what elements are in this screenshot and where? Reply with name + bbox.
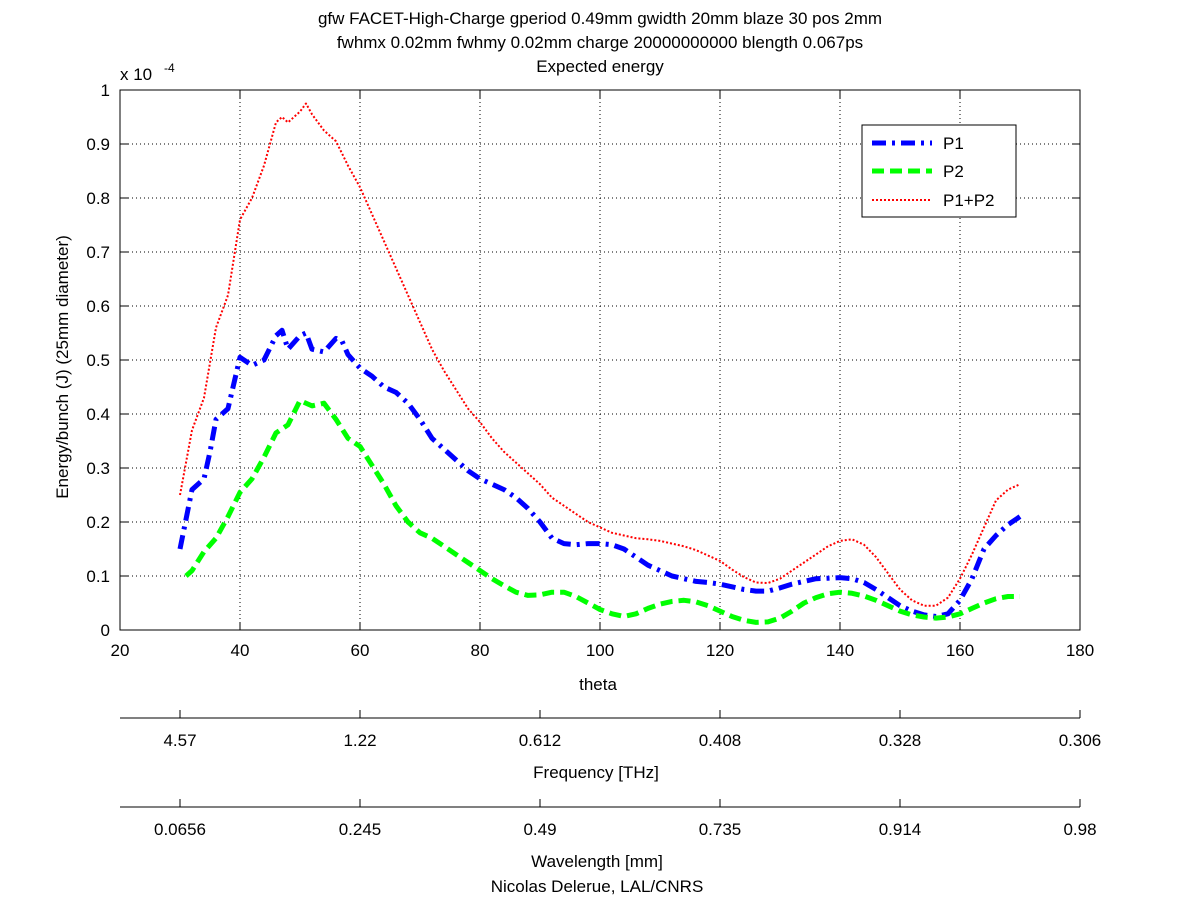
x-axis-label: theta [579,675,617,694]
y-axis-label: Energy/bunch (J) (25mm diameter) [53,235,72,499]
x-tick-label: 100 [586,641,614,660]
secondary-tick-label: 0.612 [519,731,562,750]
wavelength-axis: 0.0656 0.245 0.49 0.735 0.914 0.98 Wavelength… [120,799,1097,871]
series-line-p1-p2 [179,102,1021,607]
y-tick-label: 1 [101,81,110,100]
y-tick-label: 0.4 [86,405,110,424]
frequency-axis: 4.57 1.22 0.612 0.408 0.328 0.306 Frequency [… [120,710,1101,782]
x-tick-label: 160 [946,641,974,660]
footer-credit: Nicolas Delerue, LAL/CNRS [491,877,704,896]
x-tick-label: 40 [231,641,250,660]
secondary-tick-label: 0.328 [879,731,922,750]
title-line-2: fwhmx 0.02mm fwhmy 0.02mm charge 2000000… [337,33,863,52]
series-line-p2 [184,398,1020,625]
legend: P1 P2 P1+P2 [861,124,1017,218]
secondary-tick-label: 0.245 [339,820,382,839]
secondary-tick-label: 1.22 [343,731,376,750]
grid-lines [120,90,1080,630]
y-multiplier-text: x 10 [120,65,152,84]
frequency-axis-label: Frequency [THz] [533,763,659,782]
title-line-1: gfw FACET-High-Charge gperiod 0.49mm gwi… [318,9,882,28]
secondary-tick-label: 4.57 [163,731,196,750]
x-tick-label: 60 [351,641,370,660]
data-series [177,102,1022,625]
secondary-tick-label: 0.49 [523,820,556,839]
frequency-axis-ticks: 4.57 1.22 0.612 0.408 0.328 0.306 [163,710,1101,750]
legend-label-p1p2: P1+P2 [943,191,995,210]
y-multiplier-exponent: -4 [164,61,175,75]
legend-label-p2: P2 [943,162,964,181]
y-tick-label: 0.8 [86,189,110,208]
y-tick-label: 0.6 [86,297,110,316]
title-line-3: Expected energy [536,57,664,76]
y-tick-label: 0 [101,621,110,640]
series-line-p1 [177,327,1022,619]
x-tick-label: 80 [471,641,490,660]
y-tick-label: 0.9 [86,135,110,154]
x-tick-label: 140 [826,641,854,660]
x-tick-label: 120 [706,641,734,660]
y-tick-label: 0.7 [86,243,110,262]
y-axis-multiplier: x 10 -4 [120,61,175,84]
legend-label-p1: P1 [943,134,964,153]
axis-ticks: 20 40 60 80 100 120 140 160 180 0 0.1 0.2 0.3 0.4 0.5 0… [86,81,1094,660]
legend-box [861,124,1017,218]
secondary-tick-label: 0.0656 [154,820,206,839]
secondary-tick-label: 0.914 [879,820,922,839]
x-tick-label: 20 [111,641,130,660]
y-tick-label: 0.5 [86,351,110,370]
secondary-tick-label: 0.408 [699,731,742,750]
y-tick-label: 0.2 [86,513,110,532]
chart-title: gfw FACET-High-Charge gperiod 0.49mm gwi… [318,9,882,76]
y-tick-label: 0.1 [86,567,110,586]
secondary-tick-label: 0.306 [1059,731,1102,750]
secondary-tick-label: 0.735 [699,820,742,839]
wavelength-axis-label: Wavelength [mm] [531,852,663,871]
secondary-tick-label: 0.98 [1063,820,1096,839]
wavelength-axis-ticks: 0.0656 0.245 0.49 0.735 0.914 0.98 [154,799,1097,839]
x-tick-label: 180 [1066,641,1094,660]
y-tick-label: 0.3 [86,459,110,478]
